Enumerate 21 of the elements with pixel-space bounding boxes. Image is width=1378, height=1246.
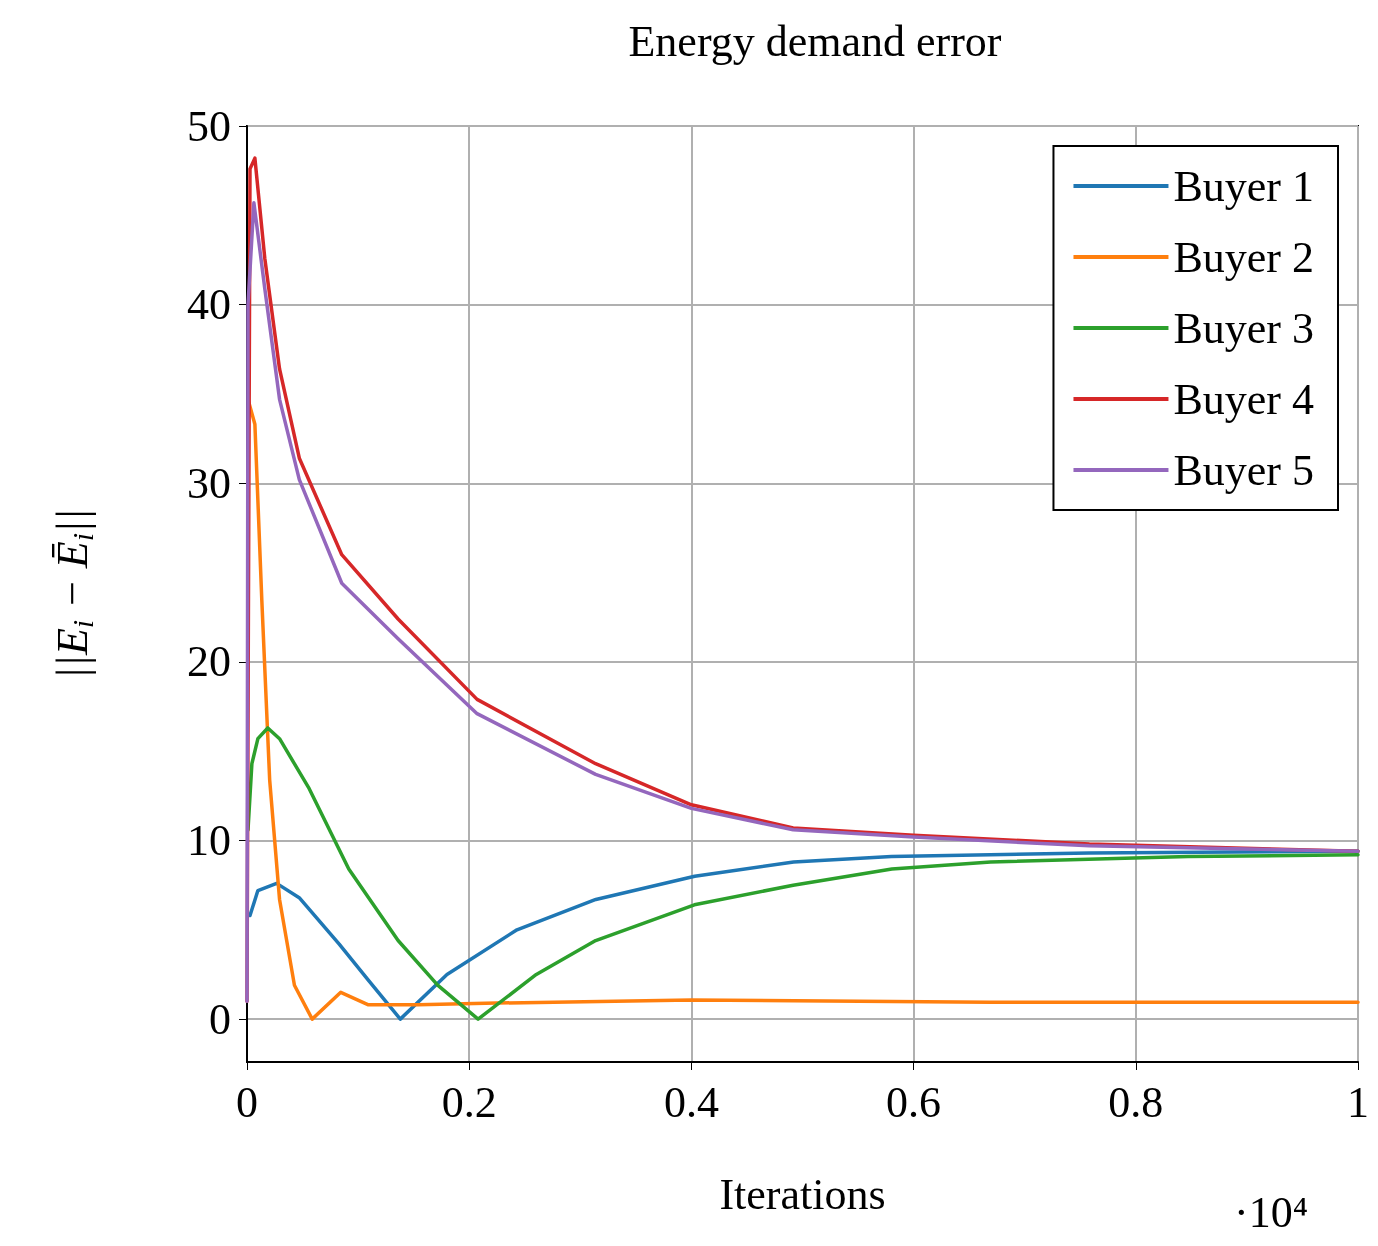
legend-label: Buyer 2 <box>1173 232 1314 282</box>
y-tick-label: 50 <box>187 101 231 151</box>
x-tick-label: 0.6 <box>886 1077 942 1127</box>
text: ·10⁴ <box>1234 1187 1309 1237</box>
chart-title: Energy demand error <box>628 16 1002 66</box>
x-tick-label: 0.8 <box>1108 1077 1164 1127</box>
y-tick-label: 10 <box>187 816 231 865</box>
y-tick-label: 20 <box>187 637 231 687</box>
legend-label: Buyer 5 <box>1173 445 1314 495</box>
legend-label: Buyer 4 <box>1173 374 1314 424</box>
y-tick-label: 0 <box>209 994 231 1044</box>
x-tick-label: 0.4 <box>663 1077 719 1127</box>
legend-label: Buyer 1 <box>1173 161 1314 211</box>
x-axis-title: Iterations <box>719 1169 886 1219</box>
y-tick-label: 30 <box>187 458 231 508</box>
legend-label: Buyer 3 <box>1173 303 1314 353</box>
x-tick-label: 1 <box>1347 1077 1369 1127</box>
x-tick-label: 0.2 <box>441 1077 497 1127</box>
y-axis-title: ||Ei − Ēi|| <box>47 508 99 680</box>
y-tick-label: 40 <box>187 280 231 330</box>
line-series <box>246 726 1360 1021</box>
